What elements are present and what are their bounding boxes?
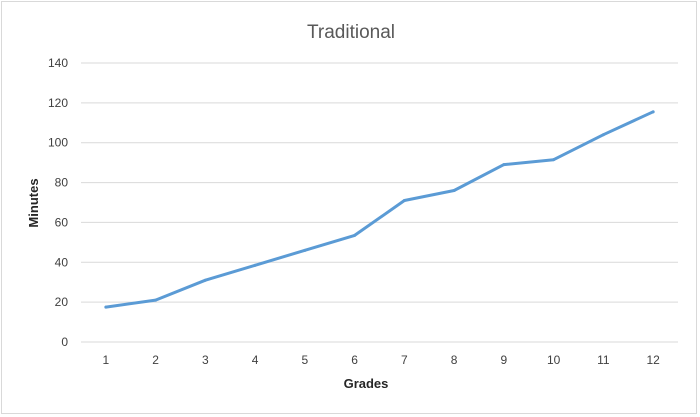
x-tick-label: 6 <box>351 353 358 367</box>
chart-title: Traditional <box>307 22 395 43</box>
y-tick-label: 60 <box>55 215 69 229</box>
x-axis-ticks: 1 2 3 4 5 6 7 8 9 10 11 12 <box>103 353 661 367</box>
data-point <box>452 189 456 193</box>
data-point <box>502 163 506 167</box>
y-tick-label: 100 <box>48 136 68 150</box>
series-layer <box>104 110 655 309</box>
data-point <box>402 199 406 203</box>
x-tick-label: 3 <box>202 353 209 367</box>
x-tick-label: 4 <box>252 353 259 367</box>
x-tick-label: 12 <box>646 353 660 367</box>
x-tick-label: 5 <box>302 353 309 367</box>
y-axis-ticks: 0 20 40 60 80 100 120 140 <box>48 56 68 349</box>
y-tick-label: 140 <box>48 56 68 70</box>
x-tick-label: 9 <box>501 353 508 367</box>
series-line <box>104 110 655 309</box>
y-tick-label: 0 <box>61 335 68 349</box>
data-point <box>601 133 605 137</box>
y-tick-label: 80 <box>55 176 69 190</box>
data-point <box>203 278 207 282</box>
y-tick-label: 40 <box>55 255 69 269</box>
data-point <box>651 110 655 114</box>
y-tick-label: 20 <box>55 295 69 309</box>
data-point <box>303 248 307 252</box>
x-tick-label: 1 <box>103 353 110 367</box>
gridlines <box>81 62 678 343</box>
x-tick-label: 10 <box>547 353 561 367</box>
x-tick-label: 7 <box>401 353 408 367</box>
y-axis-title: Minutes <box>26 178 41 227</box>
data-point <box>353 233 357 237</box>
data-point <box>154 298 158 302</box>
x-tick-label: 8 <box>451 353 458 367</box>
data-point <box>104 305 108 309</box>
y-tick-label: 120 <box>48 96 68 110</box>
x-tick-label: 2 <box>152 353 159 367</box>
data-point <box>253 263 257 267</box>
x-axis-title: Grades <box>344 376 389 391</box>
x-tick-label: 11 <box>597 353 610 367</box>
data-point <box>552 158 556 162</box>
